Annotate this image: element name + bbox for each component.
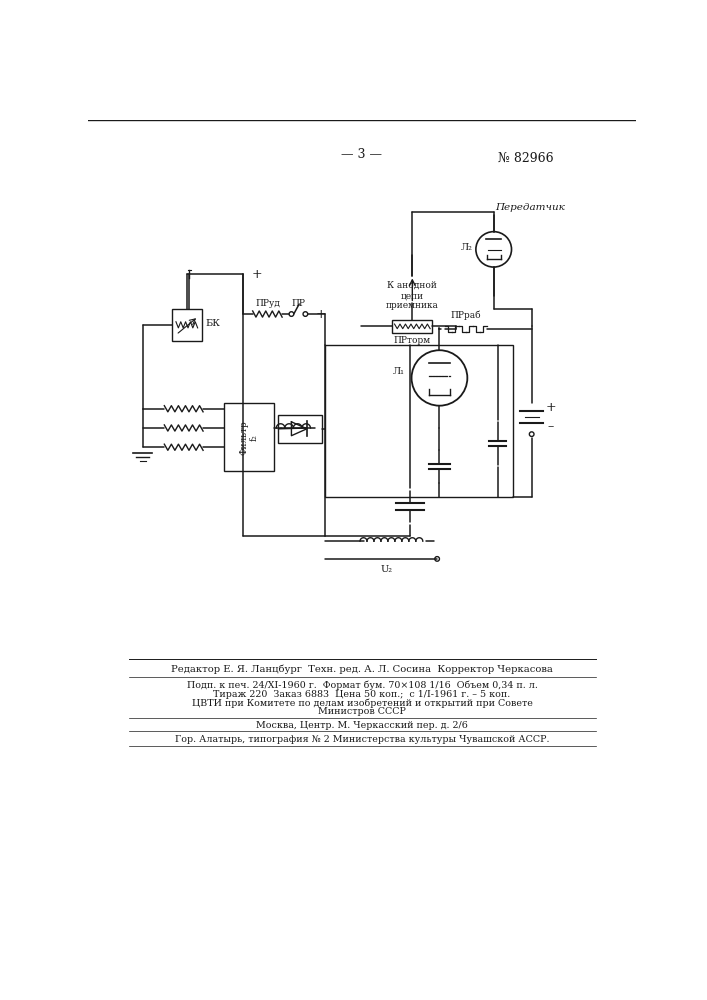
Text: К анодной
цепи
приемника: К анодной цепи приемника [386, 281, 439, 310]
Text: ПРторм: ПРторм [394, 336, 431, 345]
Text: +: + [252, 267, 262, 280]
Text: U₂: U₂ [381, 565, 393, 574]
Text: БК: БК [205, 319, 220, 328]
Text: Министров СССР: Министров СССР [318, 707, 406, 716]
Text: +: + [546, 401, 556, 414]
Text: ПРуд: ПРуд [255, 299, 280, 308]
Text: ПРраб: ПРраб [450, 311, 481, 320]
Text: — 3 —: — 3 — [341, 148, 382, 161]
Bar [325, 345, 513, 497]
Text: Л₂: Л₂ [461, 243, 472, 252]
Text: ЦВТИ при Комитете по делам изобретений и открытий при Совете: ЦВТИ при Комитете по делам изобретений и… [192, 699, 532, 708]
Text: Л₁: Л₁ [393, 367, 405, 376]
Bar [224, 403, 274, 471]
Text: ПР: ПР [291, 299, 305, 308]
Text: +: + [315, 308, 326, 321]
Bar [172, 309, 201, 341]
Text: Фильтр
f₂: Фильтр f₂ [239, 420, 259, 455]
Text: –: – [548, 420, 554, 433]
Text: Тираж 220  Заказ 6883  Цена 50 коп.;  с 1/I-1961 г. – 5 коп.: Тираж 220 Заказ 6883 Цена 50 коп.; с 1/I… [214, 690, 510, 699]
Text: № 82966: № 82966 [498, 152, 554, 165]
Text: Редактор Е. Я. Ланцбург  Техн. ред. А. Л. Сосина  Корректор Черкасова: Редактор Е. Я. Ланцбург Техн. ред. А. Л.… [171, 664, 553, 674]
Text: Передатчик: Передатчик [495, 203, 565, 212]
Text: Москва, Центр. М. Черкасский пер. д. 2/6: Москва, Центр. М. Черкасский пер. д. 2/6 [256, 721, 468, 730]
Text: Подп. к печ. 24/XI-1960 г.  Формат бум. 70×108 1/16  Объем 0,34 п. л.: Подп. к печ. 24/XI-1960 г. Формат бум. 7… [187, 680, 537, 690]
Bar [392, 320, 433, 333]
Text: Гор. Алатырь, типография № 2 Министерства культуры Чувашской АССР.: Гор. Алатырь, типография № 2 Министерств… [175, 735, 549, 744]
Bar [279, 415, 322, 443]
